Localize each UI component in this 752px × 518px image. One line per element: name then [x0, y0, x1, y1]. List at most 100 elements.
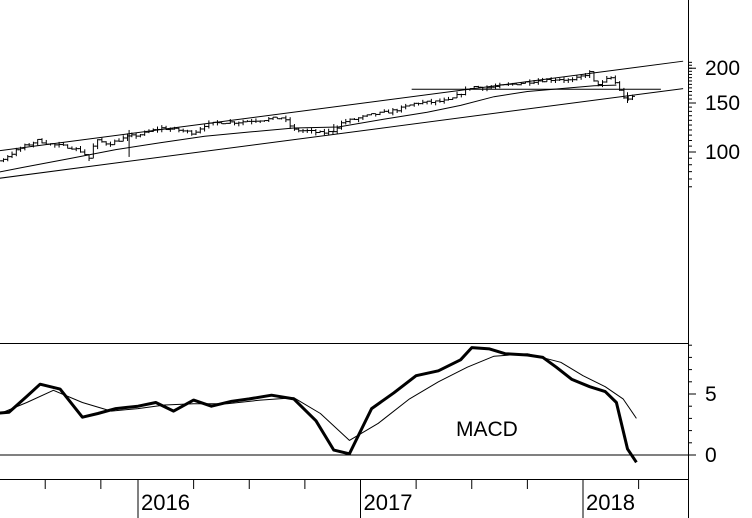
price-bar — [95, 139, 101, 150]
price-bar — [420, 99, 426, 105]
price-tick-label: 100 — [705, 141, 740, 164]
price-bar — [364, 114, 370, 118]
price-bar — [428, 98, 434, 105]
price-bar — [270, 116, 276, 120]
price-tick-label: 200 — [705, 57, 740, 80]
price-bar — [244, 120, 250, 123]
price-bar — [561, 76, 567, 83]
price-bar — [283, 115, 289, 123]
macd-tick-label: 5 — [705, 383, 717, 406]
macd-label: MACD — [456, 418, 518, 441]
price-bar — [386, 109, 392, 114]
price-bar — [445, 96, 451, 101]
price-bar — [433, 100, 439, 106]
price-bar — [287, 117, 293, 129]
price-bar — [309, 127, 315, 134]
price-bar — [253, 118, 259, 123]
macd-plot-area — [0, 346, 688, 464]
price-bar — [261, 120, 267, 122]
price-bar — [112, 139, 118, 146]
price-bar — [5, 155, 11, 162]
price-bar — [73, 147, 79, 152]
price-bar — [565, 78, 571, 83]
price-bar — [274, 116, 280, 120]
price-bar — [189, 130, 195, 136]
x-tick-label: 2016 — [141, 490, 190, 515]
price-bar — [394, 108, 400, 113]
price-bar — [578, 74, 584, 80]
price-bar — [527, 79, 533, 86]
price-bar — [493, 83, 499, 90]
lower-channel-line — [0, 88, 684, 179]
x-axis: 2016 2017 2018 — [44, 479, 640, 518]
price-bar — [351, 117, 357, 121]
price-bar — [411, 102, 417, 107]
price-bar — [69, 146, 75, 150]
price-bar — [9, 151, 15, 159]
price-bar — [223, 122, 229, 125]
price-tick-label: 150 — [705, 92, 740, 115]
price-bar — [197, 126, 203, 134]
price-bars — [0, 70, 635, 163]
price-bar — [116, 138, 122, 142]
price-bar — [381, 109, 387, 113]
price-bar — [193, 129, 199, 135]
price-bar — [99, 137, 105, 143]
macd-panel: MACD 5 0 — [0, 344, 717, 480]
price-bar — [266, 117, 272, 123]
price-bar — [407, 104, 413, 107]
price-bar — [416, 102, 422, 106]
price-bar — [317, 130, 323, 134]
price-bar — [458, 93, 464, 98]
price-bar — [240, 119, 246, 126]
x-tick-label: 2017 — [364, 490, 413, 515]
price-bar — [501, 84, 507, 86]
price-bar — [339, 120, 345, 130]
price-bar — [454, 91, 460, 99]
price-bar — [52, 143, 58, 148]
price-bar — [77, 145, 83, 153]
price-bar — [368, 113, 374, 116]
price-bar — [184, 129, 190, 134]
price-bar — [475, 85, 481, 88]
price-bar — [377, 111, 383, 116]
price-bar — [43, 139, 49, 145]
price-bar — [330, 130, 336, 135]
macd-tick-label: 0 — [705, 444, 717, 467]
price-bar — [360, 115, 366, 120]
moving-average-line — [0, 84, 617, 173]
price-bar — [347, 118, 353, 124]
price-bar — [373, 113, 379, 117]
price-bar — [463, 86, 469, 96]
price-bar — [0, 158, 6, 163]
macd-line — [0, 346, 638, 464]
price-bar — [26, 143, 32, 147]
price-bar — [35, 138, 41, 146]
price-bar — [232, 121, 238, 126]
price-bar — [403, 103, 409, 110]
price-bar — [313, 129, 319, 136]
price-bar — [304, 128, 310, 133]
price-bar — [612, 75, 618, 85]
price-bar — [137, 134, 143, 138]
price-bar — [155, 126, 161, 133]
price-bar — [450, 97, 456, 100]
price-bar — [398, 105, 404, 113]
macd-signal-line — [0, 353, 637, 441]
price-bar — [107, 141, 113, 147]
price-bar — [210, 121, 216, 126]
price-bar — [291, 124, 297, 131]
price-bar — [82, 149, 88, 156]
price-bar — [180, 128, 186, 133]
price-bar — [570, 77, 576, 83]
price-bar — [39, 138, 45, 144]
price-bar — [343, 118, 349, 125]
price-bar — [535, 78, 541, 85]
price-bar — [296, 127, 302, 133]
price-bar — [120, 135, 126, 142]
price-bar — [133, 132, 139, 139]
price-bar — [356, 117, 362, 123]
price-bar — [557, 78, 563, 81]
